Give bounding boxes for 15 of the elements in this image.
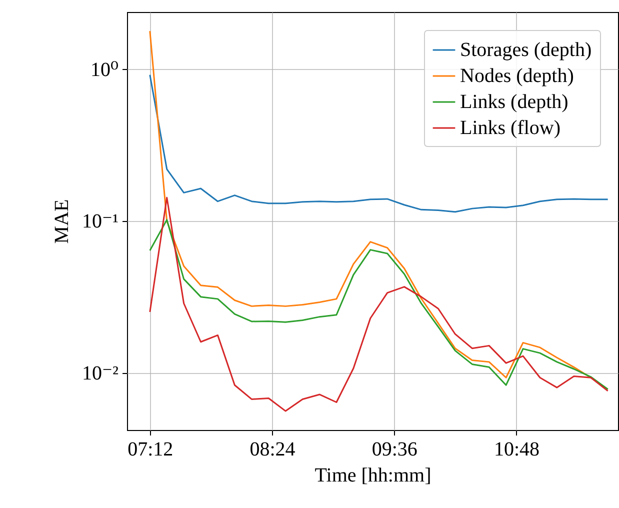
line-series — [149, 196, 609, 412]
legend-label: Links (flow) — [460, 117, 561, 139]
y-tick-label: 10⁻² — [82, 362, 118, 384]
legend-label: Nodes (depth) — [460, 65, 574, 87]
y-axis-title: MAE — [50, 199, 73, 244]
y-tick-label: 10⁻¹ — [82, 210, 118, 233]
x-tick-label: 10:48 — [494, 438, 540, 460]
x-tick-label: 09:36 — [372, 438, 418, 460]
x-tick-label: 08:24 — [250, 438, 296, 460]
line-series — [149, 219, 609, 390]
x-axis-title: Time [hh:mm] — [314, 464, 432, 486]
legend-label: Storages (depth) — [460, 39, 592, 61]
legend-label: Links (depth) — [460, 91, 568, 113]
y-tick-label: 10⁰ — [90, 58, 118, 81]
x-tick-label: 07:12 — [128, 438, 174, 460]
